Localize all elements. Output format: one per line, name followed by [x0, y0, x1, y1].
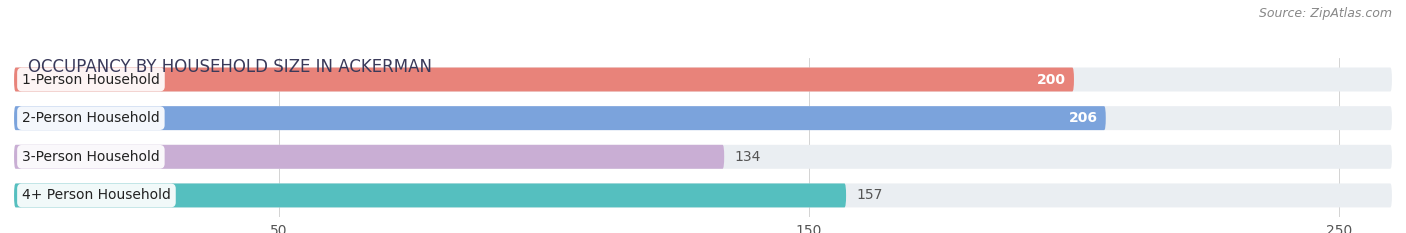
Text: 206: 206	[1069, 111, 1098, 125]
Text: 2-Person Household: 2-Person Household	[22, 111, 160, 125]
FancyBboxPatch shape	[14, 106, 1392, 130]
FancyBboxPatch shape	[14, 183, 1392, 207]
FancyBboxPatch shape	[14, 68, 1392, 92]
Text: 4+ Person Household: 4+ Person Household	[22, 188, 172, 202]
Text: 134: 134	[735, 150, 761, 164]
Text: 200: 200	[1038, 72, 1066, 86]
Text: Source: ZipAtlas.com: Source: ZipAtlas.com	[1258, 7, 1392, 20]
Text: 3-Person Household: 3-Person Household	[22, 150, 160, 164]
Text: OCCUPANCY BY HOUSEHOLD SIZE IN ACKERMAN: OCCUPANCY BY HOUSEHOLD SIZE IN ACKERMAN	[28, 58, 432, 76]
FancyBboxPatch shape	[14, 106, 1105, 130]
Text: 1-Person Household: 1-Person Household	[22, 72, 160, 86]
FancyBboxPatch shape	[14, 145, 1392, 169]
FancyBboxPatch shape	[14, 68, 1074, 92]
FancyBboxPatch shape	[14, 183, 846, 207]
FancyBboxPatch shape	[14, 145, 724, 169]
Text: 157: 157	[856, 188, 883, 202]
